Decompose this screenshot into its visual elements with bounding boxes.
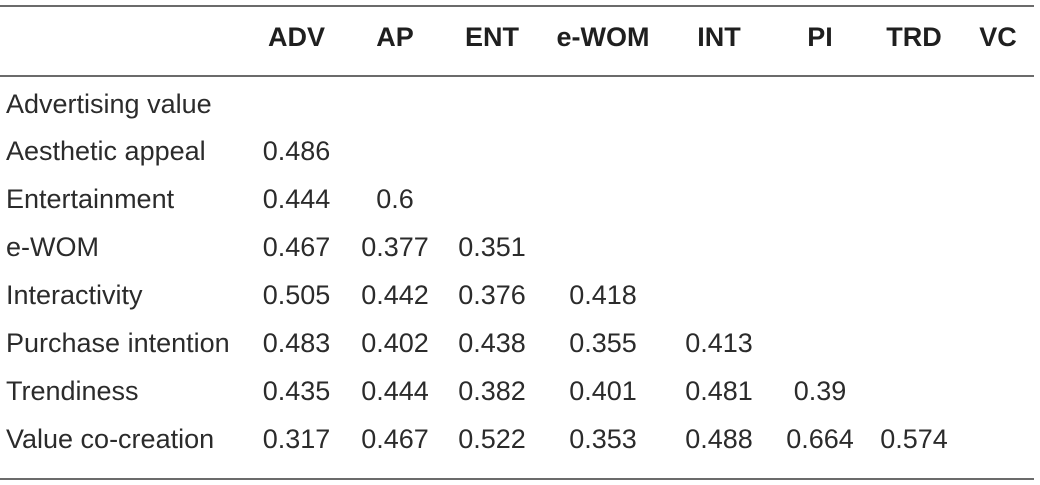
table-cell (542, 75, 664, 127)
header-corner (0, 0, 245, 75)
header-row: ADV AP ENT e-WOM INT PI TRD VC (0, 0, 1034, 75)
table-cell (348, 127, 442, 175)
table-cell: 0.481 (685, 375, 753, 406)
table-cell (866, 223, 962, 271)
row-label: Purchase intention (6, 327, 230, 358)
table-cell: 0.442 (361, 279, 429, 310)
table-bottom-rule (0, 478, 1034, 480)
table-cell: 0.574 (880, 423, 948, 454)
table-cell (866, 127, 962, 175)
table-cell: 0.382 (458, 375, 526, 406)
table-cell: 0.6 (376, 183, 414, 214)
table-cell (542, 175, 664, 223)
table-cell (245, 75, 348, 127)
table-row: Purchase intention 0.483 0.402 0.438 0.3… (0, 319, 1034, 367)
table-row: Interactivity 0.505 0.442 0.376 0.418 (0, 271, 1034, 319)
correlation-table: ADV AP ENT e-WOM INT PI TRD VC Advertisi… (0, 0, 1034, 463)
row-label: Trendiness (6, 375, 139, 406)
table-cell (962, 271, 1034, 319)
table-cell: 0.418 (569, 279, 637, 310)
table-cell (442, 175, 542, 223)
row-label: Advertising value (6, 88, 212, 119)
table-cell (866, 319, 962, 367)
table-cell: 0.486 (262, 135, 331, 166)
table-row: Aesthetic appeal 0.486 (0, 127, 1034, 175)
table-cell (664, 271, 774, 319)
table-cell (774, 127, 866, 175)
row-label: Value co-creation (6, 423, 215, 454)
table-cell: 0.355 (569, 327, 637, 358)
table-cell (442, 127, 542, 175)
table-cell (866, 75, 962, 127)
row-label: e-WOM (6, 231, 99, 262)
table-cell: 0.317 (262, 423, 331, 454)
table-cell (866, 271, 962, 319)
table-cell (962, 127, 1034, 175)
table-cell: 0.438 (458, 327, 526, 358)
table-cell (962, 75, 1034, 127)
table-cell: 0.467 (361, 423, 429, 454)
table-cell: 0.401 (569, 375, 637, 406)
table-cell (542, 223, 664, 271)
table-cell (664, 175, 774, 223)
table-cell (664, 75, 774, 127)
row-label: Aesthetic appeal (6, 135, 206, 166)
table-cell (542, 127, 664, 175)
table-cell: 0.39 (793, 375, 847, 406)
table-cell: 0.435 (262, 375, 331, 406)
table-cell: 0.483 (262, 327, 331, 358)
table-cell (774, 223, 866, 271)
column-header-vc: VC (979, 22, 1017, 52)
table-cell: 0.377 (361, 231, 429, 262)
column-header-int: INT (697, 22, 741, 52)
table-cell: 0.376 (458, 279, 526, 310)
table-cell: 0.444 (361, 375, 429, 406)
column-header-pi: PI (807, 22, 833, 52)
table-cell (442, 75, 542, 127)
table-cell: 0.402 (361, 327, 429, 358)
table-cell (962, 319, 1034, 367)
table-cell (866, 367, 962, 415)
table-cell (664, 223, 774, 271)
table-cell (774, 319, 866, 367)
table-cell: 0.351 (458, 231, 526, 262)
table-row: Value co-creation 0.317 0.467 0.522 0.35… (0, 415, 1034, 463)
table-top-rule (0, 5, 1034, 7)
table-cell (962, 367, 1034, 415)
column-header-adv: ADV (267, 22, 325, 52)
table-cell (774, 75, 866, 127)
table-cell: 0.505 (262, 279, 331, 310)
row-label: Entertainment (6, 183, 175, 214)
table-cell (348, 75, 442, 127)
table-cell (962, 175, 1034, 223)
table-cell: 0.488 (685, 423, 753, 454)
table-cell (962, 415, 1034, 463)
table-cell: 0.413 (685, 327, 753, 358)
table-row: Advertising value (0, 75, 1034, 127)
table-row: Entertainment 0.444 0.6 (0, 175, 1034, 223)
table-cell: 0.664 (786, 423, 854, 454)
table-cell (866, 175, 962, 223)
row-label: Interactivity (6, 279, 143, 310)
table-cell: 0.353 (569, 423, 637, 454)
table-cell (664, 127, 774, 175)
table-row: Trendiness 0.435 0.444 0.382 0.401 0.481… (0, 367, 1034, 415)
table-cell (774, 175, 866, 223)
column-header-ap: AP (376, 22, 414, 52)
table-header-rule (0, 75, 1034, 77)
column-header-trd: TRD (886, 22, 942, 52)
table-cell: 0.444 (262, 183, 331, 214)
table-cell (962, 223, 1034, 271)
table-cell (774, 271, 866, 319)
table-cell: 0.522 (458, 423, 526, 454)
table-row: e-WOM 0.467 0.377 0.351 (0, 223, 1034, 271)
column-header-ent: ENT (465, 22, 519, 52)
column-header-ewom: e-WOM (556, 22, 650, 52)
table-cell: 0.467 (262, 231, 331, 262)
